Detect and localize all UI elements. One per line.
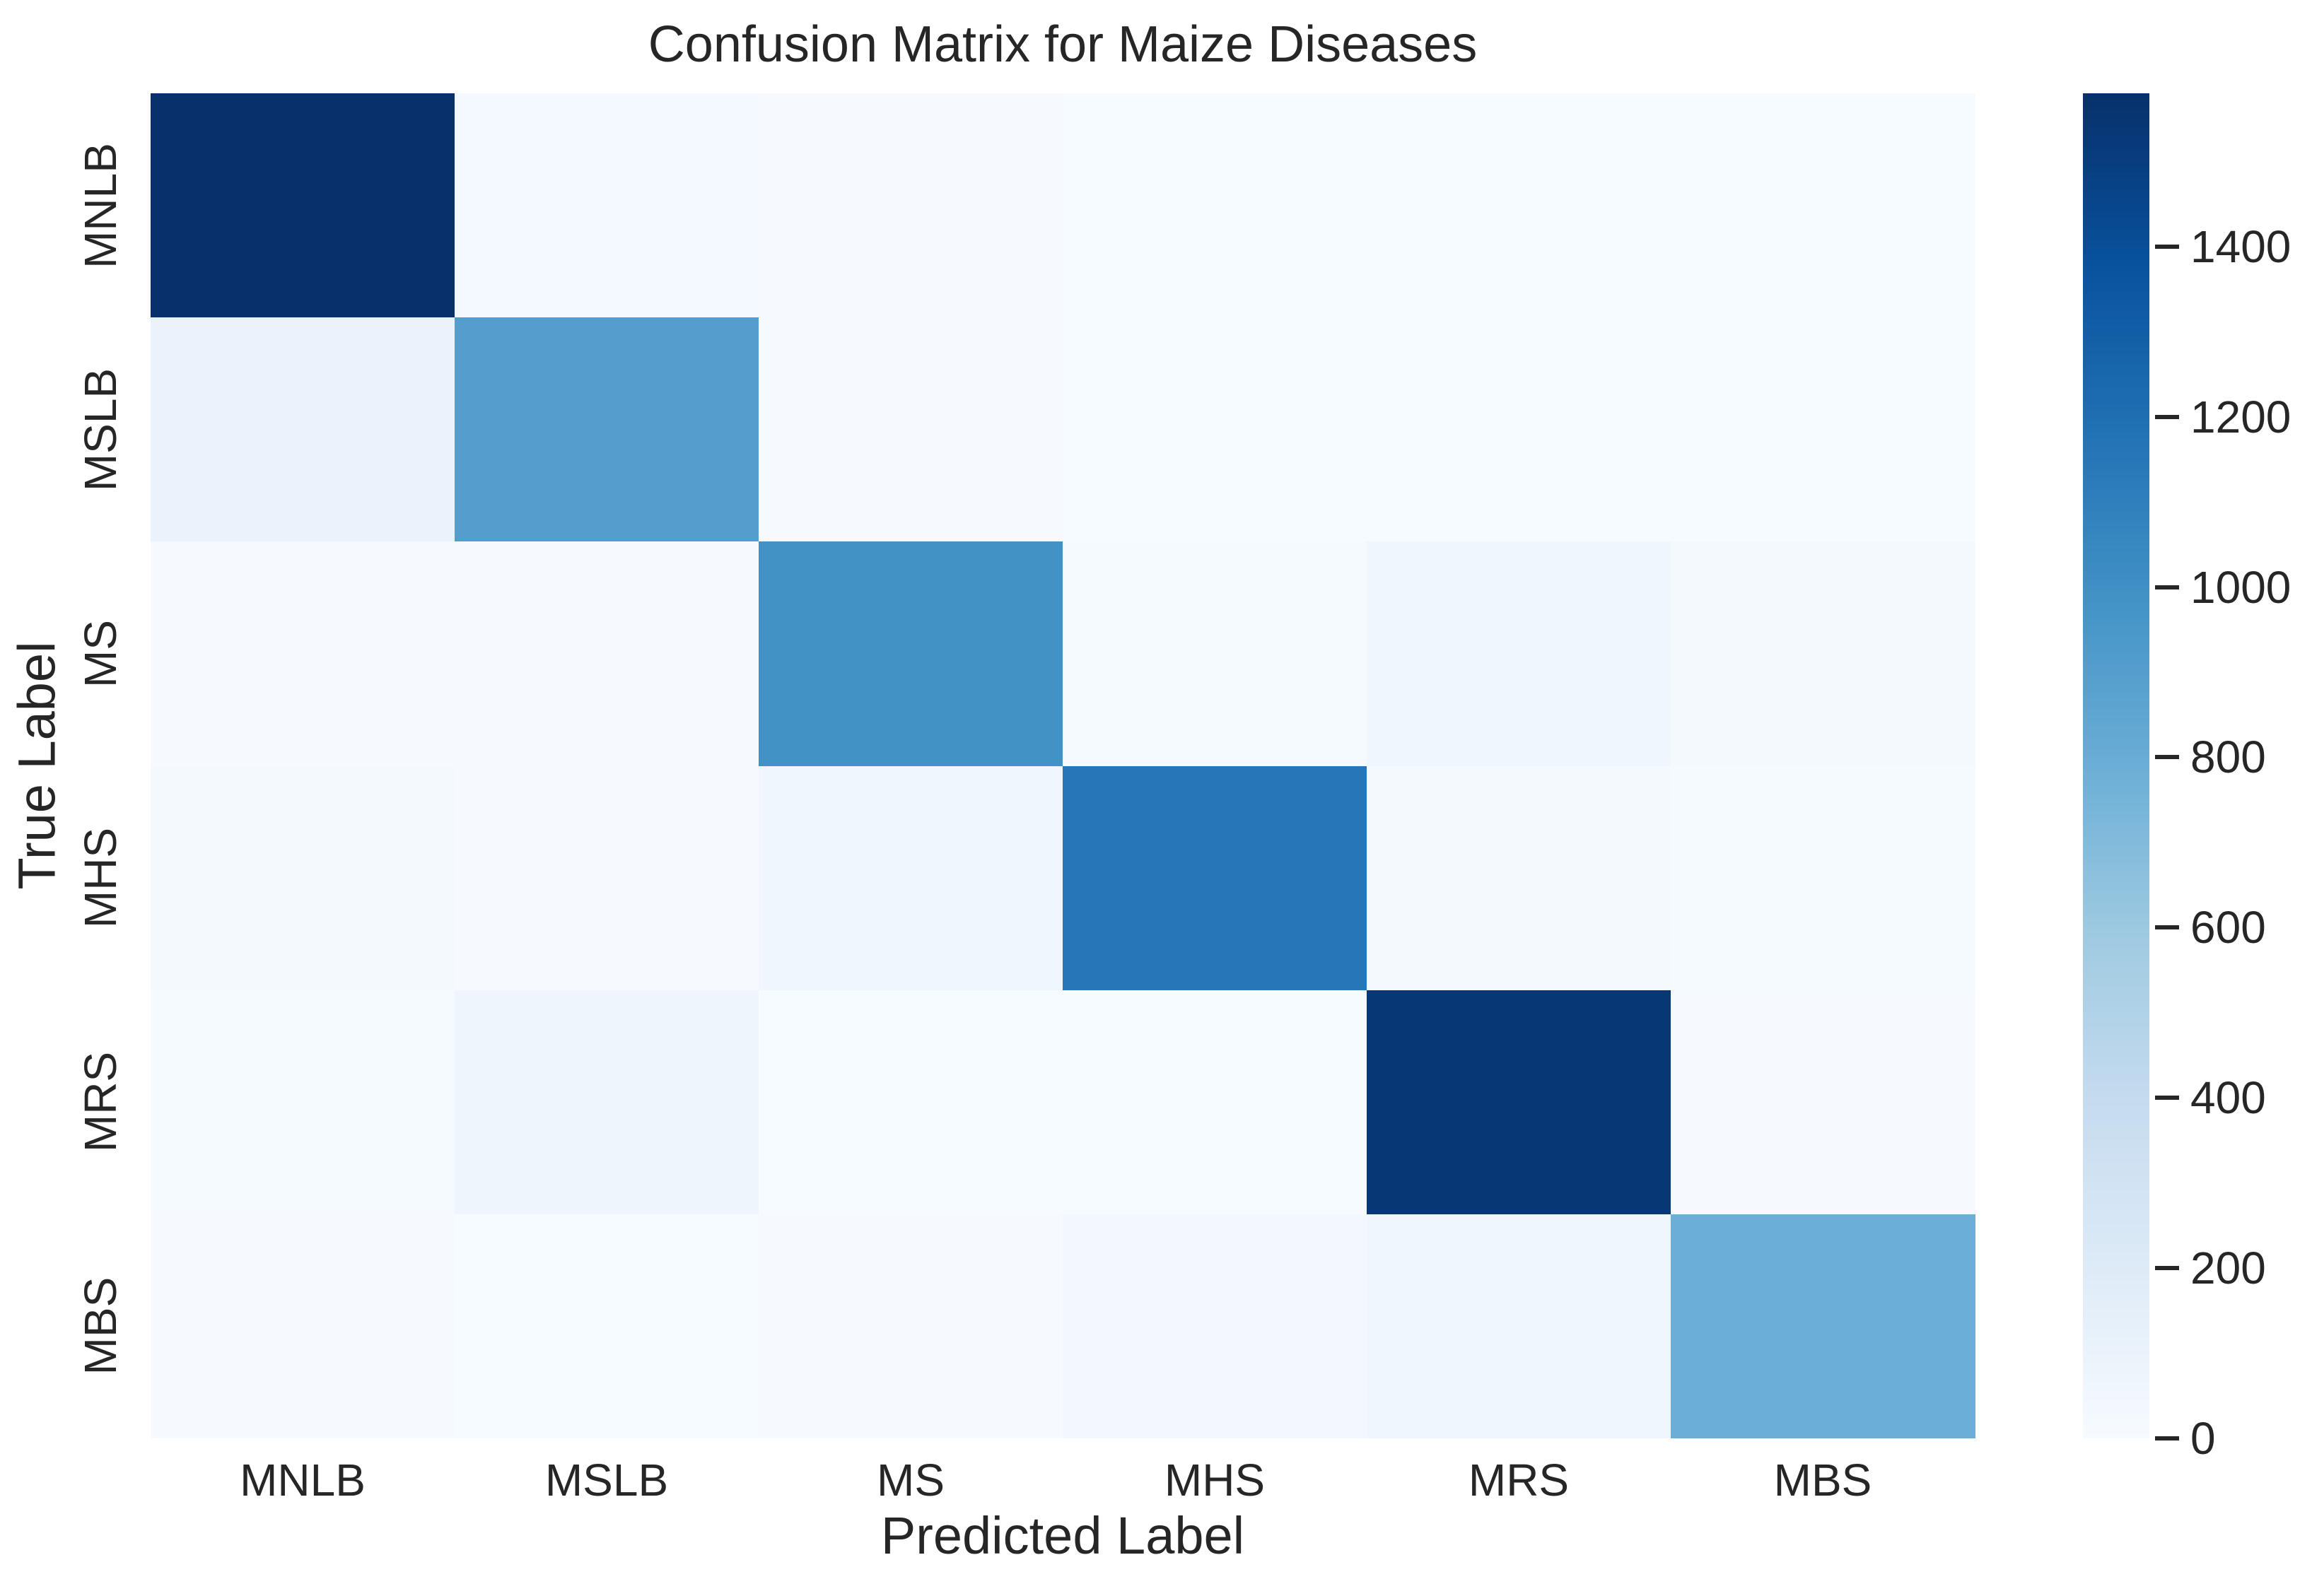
x-tick-label: MNLB — [240, 1455, 366, 1506]
heatmap-cell — [1671, 541, 1975, 766]
x-tick-label: MSLB — [544, 1455, 669, 1506]
y-tick-label: MS — [75, 619, 126, 688]
heatmap-cell — [759, 765, 1063, 991]
colorbar-tick-label: 400 — [2190, 1072, 2266, 1124]
heatmap-cell — [1063, 765, 1367, 991]
colorbar-tick-label: 1000 — [2190, 561, 2291, 613]
colorbar-tick-mark — [2155, 925, 2179, 930]
heatmap-cell — [151, 765, 455, 991]
heatmap-cell — [1367, 541, 1671, 766]
x-tick-label: MBS — [1773, 1455, 1872, 1506]
colorbar-tick-label: 200 — [2190, 1243, 2266, 1294]
colorbar-tick-mark — [2155, 1266, 2179, 1271]
heatmap-cell — [1671, 990, 1975, 1215]
y-axis-label: True Label — [7, 641, 66, 890]
heatmap-cell — [455, 990, 759, 1215]
heatmap-cell — [455, 317, 759, 542]
heatmap-cell — [455, 541, 759, 766]
heatmap-cell — [455, 1214, 759, 1439]
colorbar-tick-mark — [2155, 585, 2179, 589]
colorbar-tick-label: 1200 — [2190, 391, 2291, 442]
heatmap-cell — [1063, 990, 1367, 1215]
heatmap-cell — [1063, 541, 1367, 766]
heatmap-cell — [759, 93, 1063, 318]
heatmap-cell — [1367, 93, 1671, 318]
y-tick-label: MSLB — [75, 368, 126, 491]
heatmap-cell — [455, 765, 759, 991]
y-tick-label: MBS — [75, 1277, 126, 1375]
colorbar-tick-mark — [2155, 414, 2179, 419]
heatmap-cell — [759, 990, 1063, 1215]
heatmap-cell — [759, 541, 1063, 766]
heatmap-cell — [1671, 1214, 1975, 1439]
heatmap-cell — [1063, 93, 1367, 318]
heatmap-cell — [1367, 990, 1671, 1215]
heatmap-cell — [151, 93, 455, 318]
colorbar-tick-mark — [2155, 755, 2179, 760]
colorbar-gradient — [2083, 93, 2149, 1438]
heatmap-cell — [151, 317, 455, 542]
heatmap-cell — [1063, 1214, 1367, 1439]
heatmap-cell — [1367, 765, 1671, 991]
x-tick-label: MHS — [1164, 1455, 1266, 1506]
heatmap-cell — [455, 93, 759, 318]
heatmap-cell — [1671, 317, 1975, 542]
heatmap-cell — [1367, 317, 1671, 542]
x-tick-label: MRS — [1468, 1455, 1570, 1506]
x-axis-label: Predicted Label — [880, 1506, 1245, 1565]
y-tick-label: MHS — [75, 827, 126, 929]
heatmap-cell — [151, 990, 455, 1215]
colorbar-tick-mark — [2155, 244, 2179, 249]
heatmap-plot-area — [151, 93, 1975, 1439]
colorbar-tick-mark — [2155, 1436, 2179, 1440]
y-tick-label: MNLB — [75, 142, 126, 269]
colorbar-tick-label: 600 — [2190, 902, 2266, 954]
x-tick-label: MS — [877, 1455, 945, 1506]
heatmap-cell — [151, 1214, 455, 1439]
heatmap-cell — [151, 541, 455, 766]
colorbar-tick-label: 1400 — [2190, 221, 2291, 272]
colorbar-tick-label: 0 — [2190, 1413, 2216, 1464]
heatmap-cell — [1063, 317, 1367, 542]
colorbar-tick-label: 800 — [2190, 732, 2266, 783]
y-tick-label: MRS — [75, 1052, 126, 1153]
heatmap-cell — [1671, 93, 1975, 318]
chart-title: Confusion Matrix for Maize Diseases — [648, 16, 1478, 73]
heatmap-cell — [1367, 1214, 1671, 1439]
heatmap-cell — [759, 317, 1063, 542]
colorbar-tick-mark — [2155, 1096, 2179, 1101]
heatmap-cell — [1671, 765, 1975, 991]
heatmap-cell — [759, 1214, 1063, 1439]
